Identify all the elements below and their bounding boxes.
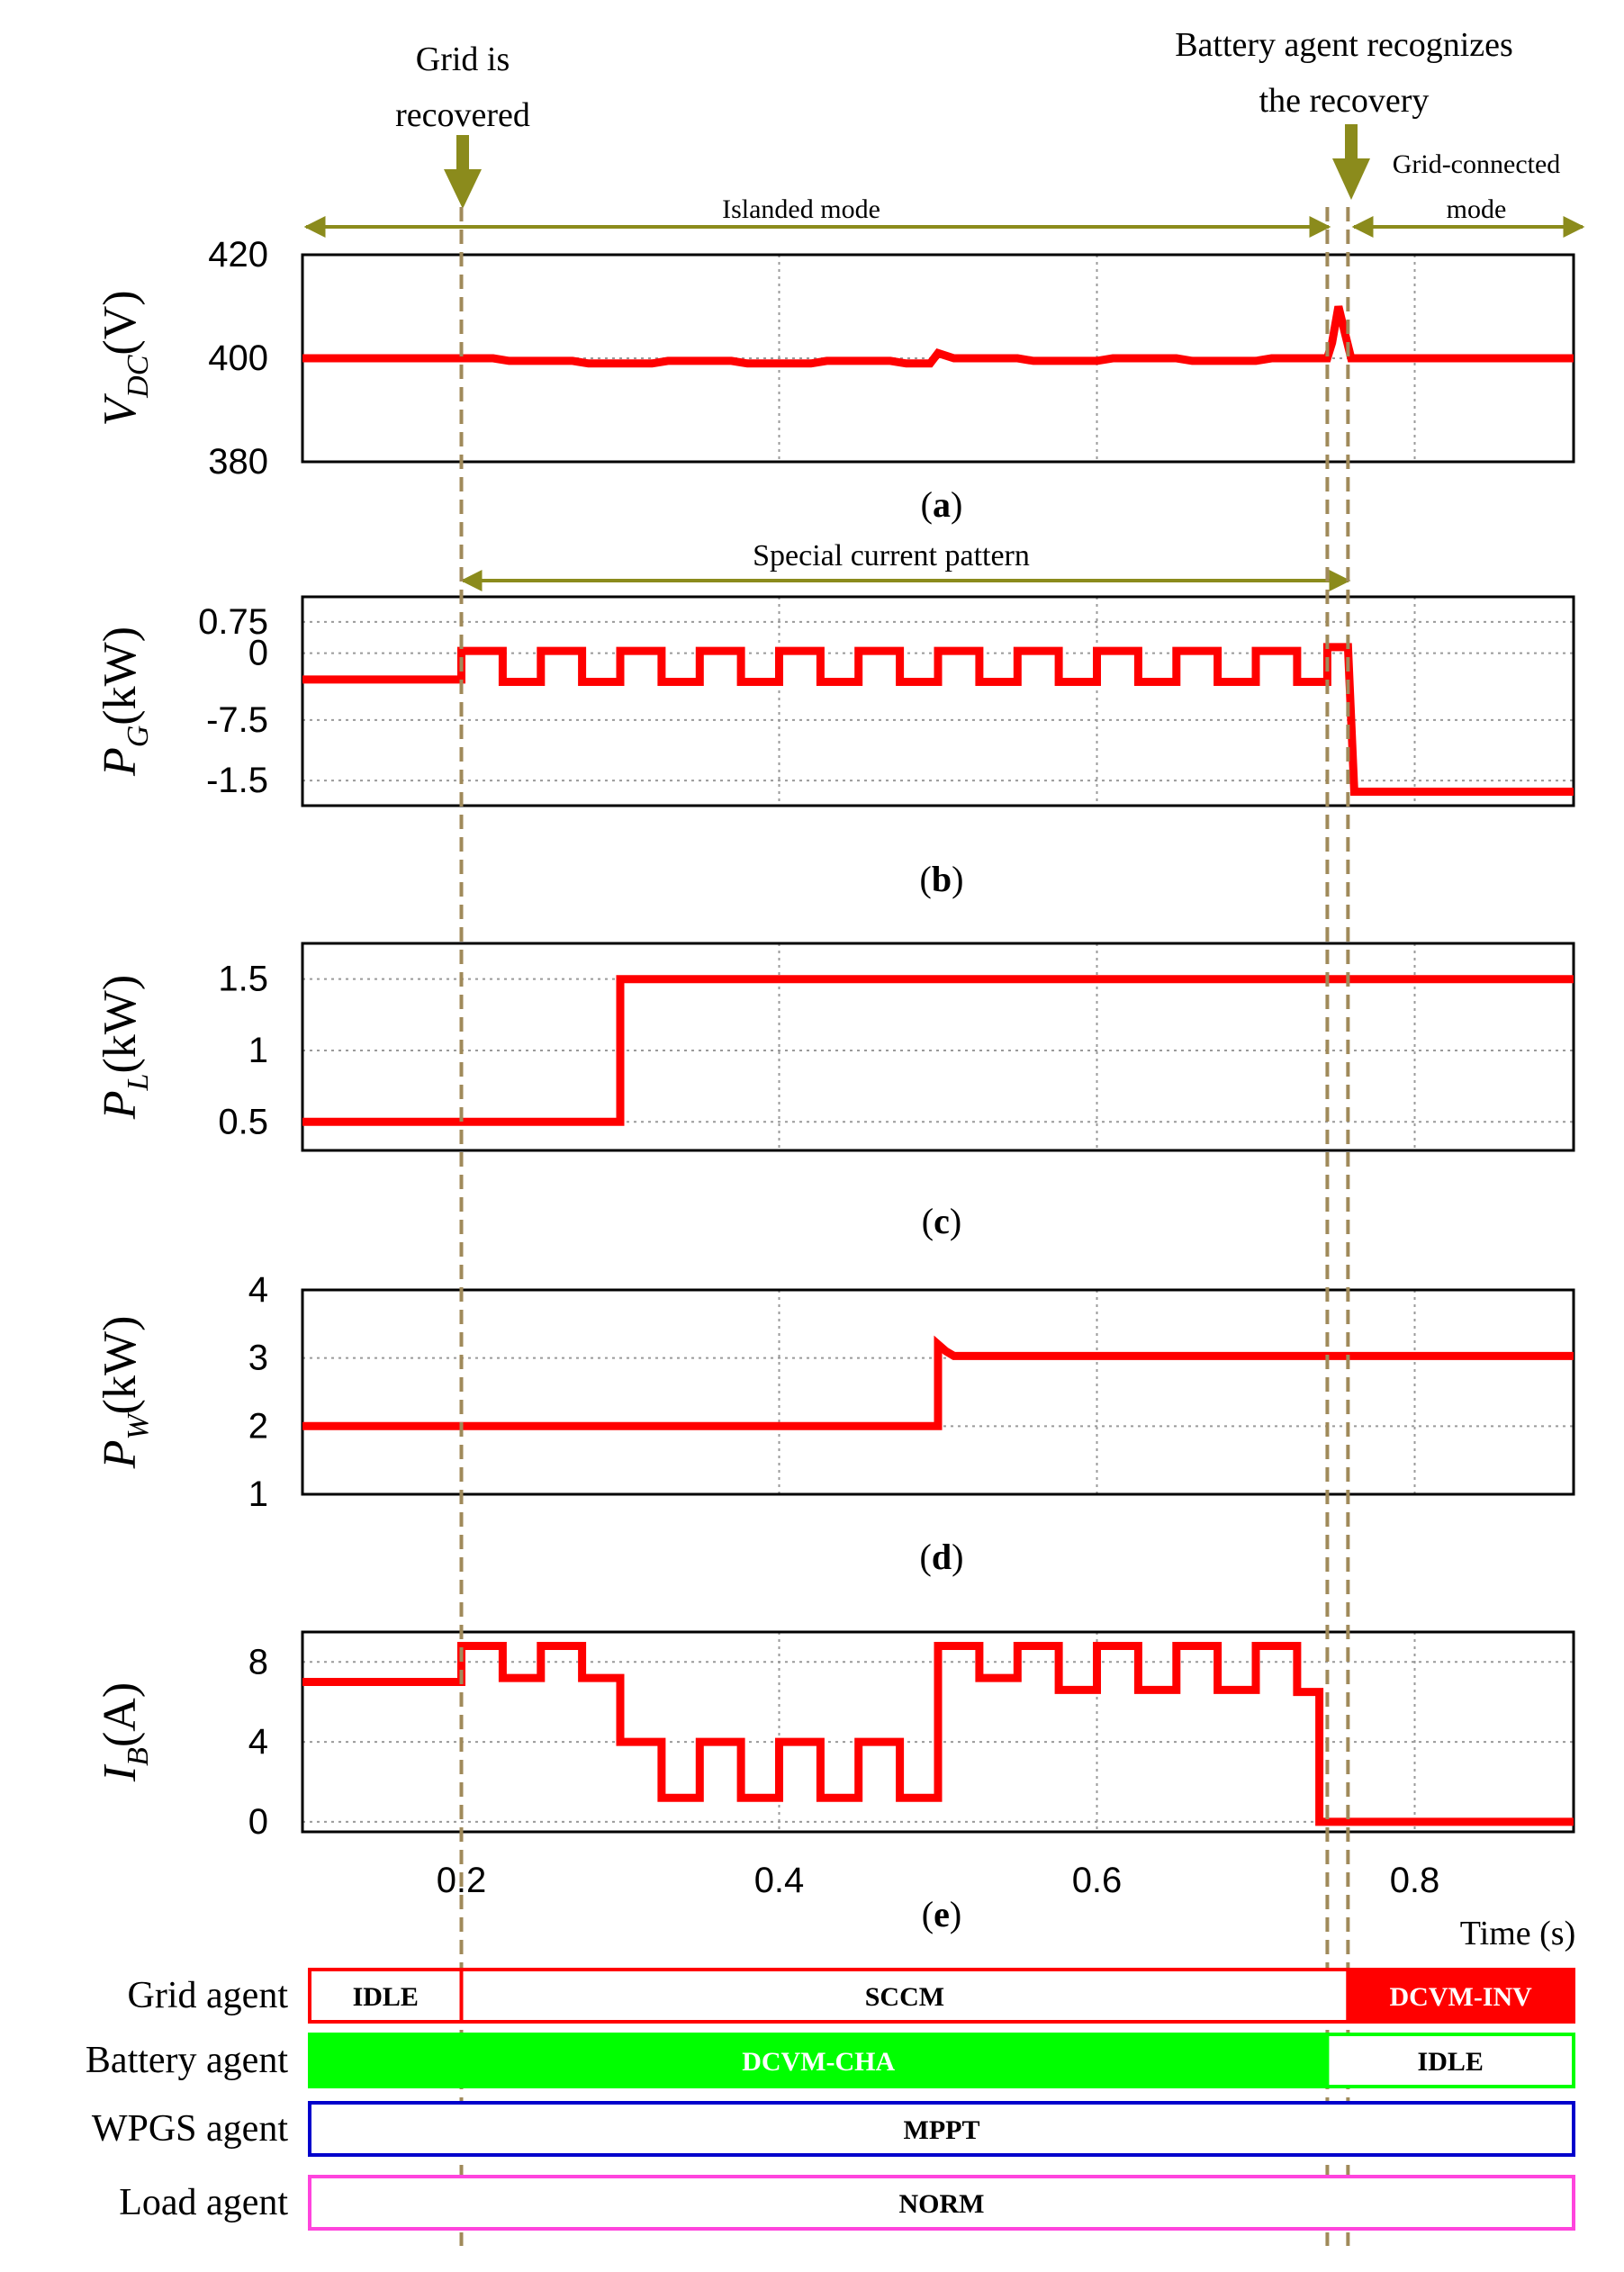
agent-name: Battery agent (86, 2040, 288, 2081)
chart-panel-3: 0.5 1 1.5 PL(kW) (c) (95, 942, 1575, 1241)
agent-state-segment (1325, 2033, 1576, 2088)
agent-state-label: IDLE (353, 1982, 419, 2012)
chart-panel-4: 1 2 3 4 PW(kW) (d) (95, 1270, 1575, 1577)
agent-state-segment (459, 1968, 1350, 2024)
battery-recognizes-label-line2: the recovery (1259, 82, 1430, 120)
agent-state-segment (308, 2101, 1575, 2157)
agent-state-label: SCCM (865, 1982, 944, 2012)
top-annotations: Grid is recovered Battery agent recogniz… (303, 26, 1585, 591)
y-tick-label: 1.5 (218, 960, 268, 999)
y-tick-label: 8 (248, 1642, 268, 1681)
y-tick-label: 0.5 (218, 1102, 268, 1141)
grid-connected-label-line1: Grid-connected (1393, 149, 1561, 179)
plot-frame (301, 595, 1575, 807)
grid-recovered-label-line2: recovered (395, 96, 530, 134)
grid-connected-label-line2: mode (1447, 194, 1507, 224)
agent-row-1: Grid agent IDLE SCCM DCVM-INV (128, 1968, 1575, 2024)
panel-label: (e) (922, 1894, 961, 1934)
plot-frame (301, 1288, 1575, 1496)
agent-state-segment (308, 2033, 1330, 2088)
grid-recovered-label-line1: Grid is (416, 41, 510, 78)
battery-recognizes-marker-shaft (1345, 124, 1358, 160)
agent-name: Load agent (119, 2182, 288, 2223)
chart-panel-1: 380 400 420 VDC(V) (a) (95, 235, 1575, 525)
agent-row-3: WPGS agent MPPT (92, 2101, 1575, 2157)
y-axis-label: IB(A) (95, 1682, 155, 1782)
agent-name: WPGS agent (92, 2108, 288, 2150)
y-tick-label: 420 (208, 235, 268, 275)
y-tick-label: 4 (248, 1722, 268, 1762)
x-tick-label: 0.6 (1072, 1861, 1123, 1900)
agent-row-2: Battery agent DCVM-CHA IDLE (86, 2033, 1576, 2088)
signal-line (302, 305, 1574, 368)
plot-frame (301, 1630, 1575, 1834)
y-axis-label: VDC(V) (95, 290, 155, 426)
x-tick-label: 0.4 (754, 1861, 805, 1900)
y-tick-label: 2 (248, 1406, 268, 1446)
agent-state-label: DCVM-INV (1390, 1982, 1533, 2012)
y-tick-label: 380 (208, 442, 268, 482)
y-tick-label: 400 (208, 338, 268, 378)
y-tick-label: 3 (248, 1339, 268, 1378)
x-tick-label: 0.8 (1390, 1861, 1440, 1900)
y-axis-label: PW(kW) (95, 1316, 155, 1470)
agent-state-segment (308, 1968, 464, 2024)
event-lines (459, 207, 1350, 2246)
battery-recognizes-label-line1: Battery agent recognizes (1175, 26, 1513, 64)
y-tick-label: 0 (248, 634, 268, 673)
agent-row-4: Load agent NORM (119, 2175, 1575, 2231)
signal-line (302, 643, 1574, 796)
y-tick-label: 1 (248, 1474, 268, 1514)
y-tick-label: 0.75 (198, 602, 268, 642)
agent-state-label: MPPT (904, 2115, 980, 2145)
battery-recognizes-marker-head (1332, 158, 1370, 200)
agent-state-segment (1346, 1968, 1575, 2024)
agent-state-label: DCVM-CHA (742, 2047, 895, 2077)
grid-recovered-marker-head (444, 169, 482, 209)
panel-label: (c) (922, 1201, 961, 1241)
y-tick-label: -7.5 (206, 700, 268, 740)
y-tick-label: 0 (248, 1802, 268, 1842)
chart-panel-2: 0.750 -7.5 -1.5 PG(kW) (b) (95, 595, 1575, 899)
y-tick-label: -1.5 (206, 761, 268, 800)
grid-recovered-marker-shaft (456, 135, 469, 171)
plot-frame (301, 942, 1575, 1152)
signal-line (302, 1335, 1574, 1430)
islanded-mode-label: Islanded mode (722, 194, 880, 224)
agent-state-label: IDLE (1418, 2047, 1484, 2077)
y-axis-label: PG(kW) (95, 627, 155, 777)
agent-state-rows: Grid agent IDLE SCCM DCVM-INV Battery agent D… (86, 1968, 1576, 2231)
chart-panels: 380400420VDC(V)(a)0.750-7.5-1.5PG(kW)(b)… (95, 235, 1575, 1952)
agent-state-segment (308, 2175, 1575, 2231)
y-axis-label: PL(kW) (95, 975, 155, 1120)
x-axis-label: Time (s) (1460, 1915, 1575, 1952)
signal-line (302, 975, 1574, 1126)
panel-label: (b) (920, 859, 964, 899)
special-current-pattern-label: Special current pattern (753, 539, 1030, 573)
panel-label: (a) (921, 484, 963, 525)
y-tick-label: 4 (248, 1270, 268, 1310)
panel-label: (d) (920, 1537, 964, 1577)
agent-name: Grid agent (128, 1975, 289, 2016)
agent-state-label: NORM (899, 2189, 985, 2219)
y-tick-label: 1 (248, 1031, 268, 1070)
signal-line (302, 1642, 1574, 1826)
